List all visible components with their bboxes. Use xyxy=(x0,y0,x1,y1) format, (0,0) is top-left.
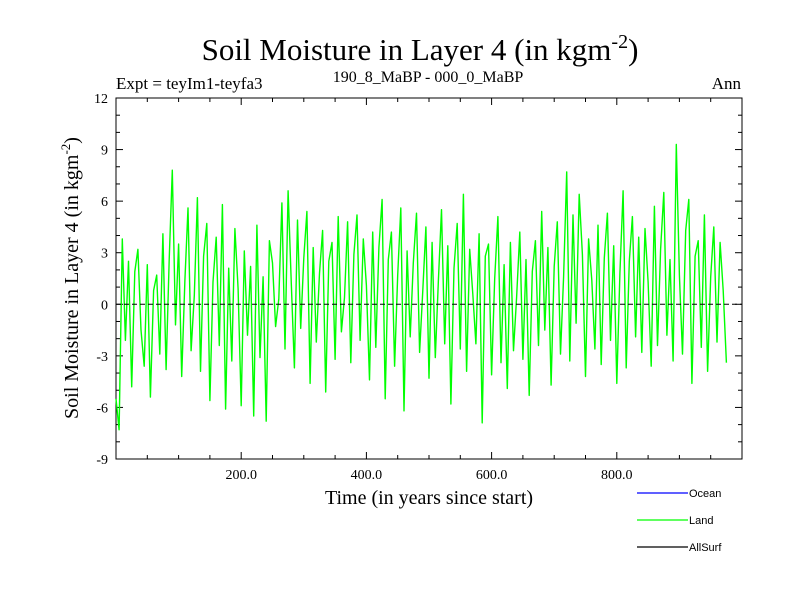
legend-label-land: Land xyxy=(689,515,713,527)
y-tick-label: -3 xyxy=(96,350,108,365)
legend-label-allsurf: AllSurf xyxy=(689,542,722,554)
series-layer xyxy=(115,143,728,431)
y-tick-label: 3 xyxy=(101,247,108,262)
y-tick-label: 9 xyxy=(101,144,108,159)
legend: Ocean Land AllSurf xyxy=(637,488,722,554)
y-axis-label: Soil Moisture in Layer 4 (in kgm-2) xyxy=(58,137,83,419)
y-axis: -9 -6 -3 0 3 6 9 12 xyxy=(94,92,742,468)
period-label: 190_8_MaBP - 000_0_MaBP xyxy=(333,69,524,86)
legend-label-ocean: Ocean xyxy=(689,488,721,500)
season-label: Ann xyxy=(712,74,742,93)
x-axis-label: Time (in years since start) xyxy=(325,487,533,509)
x-tick-label: 800.0 xyxy=(601,468,633,483)
series-line-land xyxy=(115,143,728,431)
y-tick-label: 0 xyxy=(101,298,108,313)
experiment-label: Expt = teyIm1-teyfa3 xyxy=(116,74,262,93)
chart-title: Soil Moisture in Layer 4 (in kgm-2) xyxy=(202,31,639,67)
y-tick-label: -6 xyxy=(96,401,108,416)
x-axis: 200.0 400.0 600.0 800.0 xyxy=(146,98,712,483)
x-tick-label: 200.0 xyxy=(225,468,257,483)
y-tick-label: 12 xyxy=(94,92,108,107)
x-tick-label: 600.0 xyxy=(476,468,508,483)
y-tick-label: 6 xyxy=(101,195,108,210)
x-tick-label: 400.0 xyxy=(351,468,383,483)
y-tick-label: -9 xyxy=(96,453,108,468)
